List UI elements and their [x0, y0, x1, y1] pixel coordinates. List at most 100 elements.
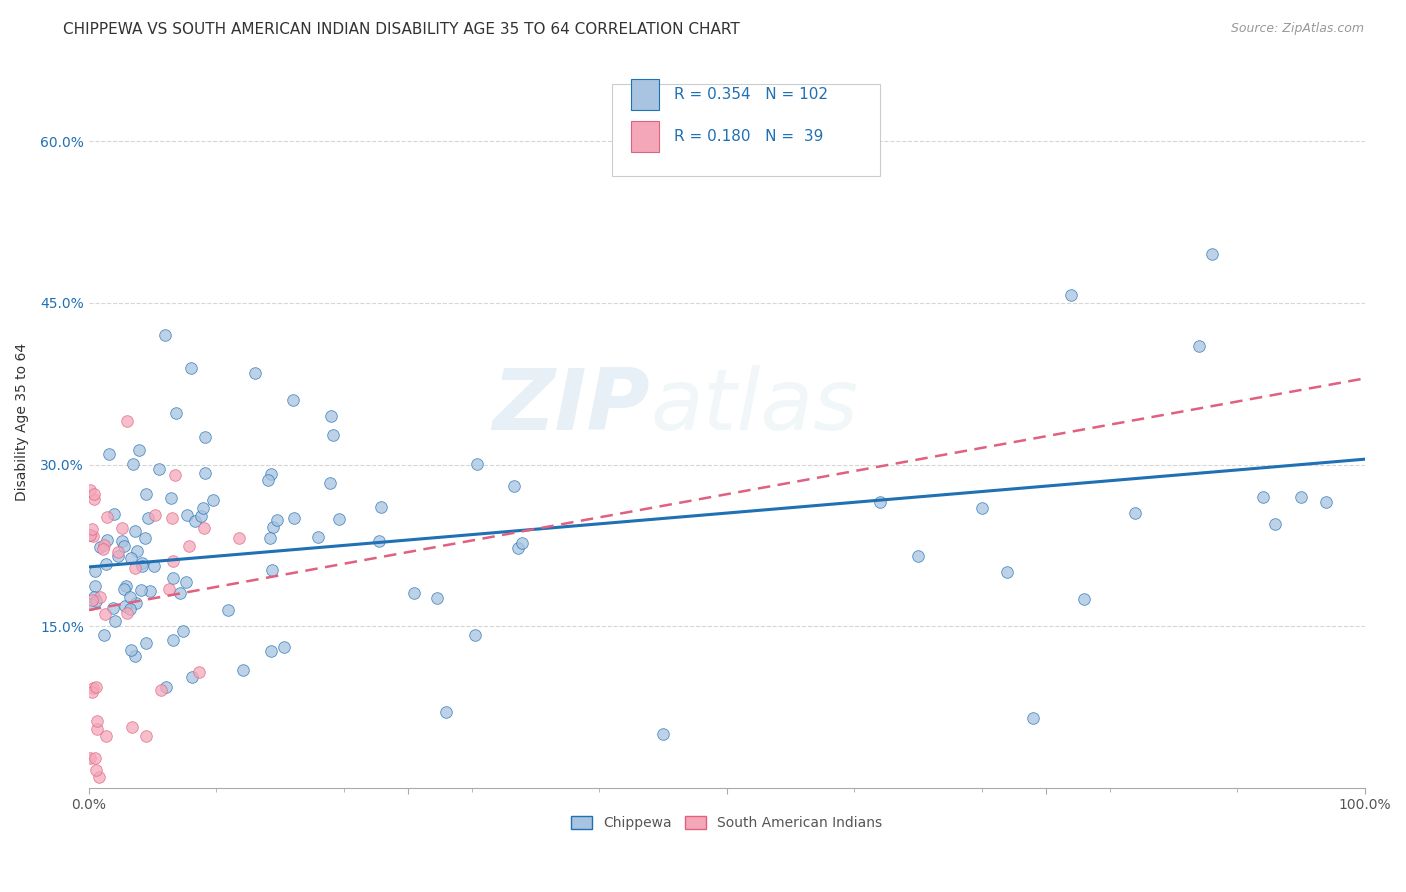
Point: [84, 750, 107, 764]
Point: [180, 360, 202, 375]
Point: [86, 714, 108, 729]
FancyBboxPatch shape: [612, 85, 880, 176]
Point: [125, 596, 148, 610]
Point: [148, 462, 170, 476]
Point: [136, 511, 159, 525]
Point: [94, 607, 117, 622]
Point: [232, 663, 254, 677]
Point: [97, 447, 120, 461]
Point: [93, 628, 115, 642]
Text: ZIP: ZIP: [492, 366, 650, 449]
Point: [96, 509, 118, 524]
Bar: [631, 121, 659, 152]
Point: [83, 487, 105, 501]
Point: [869, 495, 891, 509]
Point: [165, 467, 187, 482]
Point: [283, 511, 305, 525]
Point: [1201, 247, 1223, 261]
Point: [181, 670, 204, 684]
Point: [96, 557, 118, 571]
Point: [402, 585, 425, 599]
Point: [907, 549, 929, 564]
Point: [228, 531, 250, 545]
Point: [1022, 711, 1045, 725]
Point: [172, 624, 194, 639]
Point: [1123, 506, 1146, 520]
Y-axis label: Disability Age 35 to 64: Disability Age 35 to 64: [15, 343, 30, 500]
Point: [129, 583, 152, 598]
Point: [260, 644, 283, 658]
Point: [503, 479, 526, 493]
Legend: Chippewa, South American Indians: Chippewa, South American Indians: [565, 811, 889, 836]
Point: [124, 561, 146, 575]
Point: [467, 457, 489, 471]
Point: [217, 603, 239, 617]
Point: [202, 493, 225, 508]
Point: [89, 540, 111, 554]
Point: [191, 501, 214, 516]
Point: [262, 520, 284, 534]
Point: [155, 680, 177, 694]
Point: [103, 508, 125, 522]
Point: [86, 722, 108, 736]
Point: [319, 476, 342, 491]
Point: [281, 392, 304, 407]
Point: [91, 541, 114, 556]
Point: [426, 591, 449, 605]
Point: [259, 531, 281, 545]
Point: [970, 500, 993, 515]
Point: [96, 729, 118, 743]
Point: [162, 632, 184, 647]
Point: [256, 473, 278, 487]
Point: [307, 530, 329, 544]
Point: [118, 590, 141, 604]
Point: [510, 536, 533, 550]
Point: [84, 763, 107, 777]
Point: [169, 585, 191, 599]
Point: [80, 684, 103, 698]
Point: [79, 528, 101, 542]
Point: [135, 487, 157, 501]
Point: [155, 328, 177, 343]
Point: [1060, 288, 1083, 302]
Point: [174, 575, 197, 590]
Point: [83, 492, 105, 507]
Point: [508, 541, 530, 556]
Point: [273, 640, 295, 655]
Point: [84, 593, 107, 607]
Point: [131, 559, 153, 574]
Point: [124, 524, 146, 539]
Point: [118, 602, 141, 616]
Point: [114, 599, 136, 613]
Point: [157, 582, 180, 596]
Point: [162, 554, 184, 568]
Point: [93, 538, 115, 552]
Point: [1188, 339, 1211, 353]
Text: atlas: atlas: [650, 366, 858, 449]
Point: [243, 366, 266, 380]
Point: [434, 706, 457, 720]
Point: [1289, 490, 1312, 504]
Point: [266, 513, 288, 527]
Point: [142, 559, 165, 574]
Point: [177, 540, 200, 554]
Point: [193, 521, 215, 535]
Point: [138, 584, 160, 599]
Point: [115, 415, 138, 429]
Point: [194, 467, 217, 481]
Point: [997, 566, 1019, 580]
Point: [79, 750, 101, 764]
Point: [124, 649, 146, 664]
Point: [82, 522, 104, 536]
Point: [128, 442, 150, 457]
Point: [184, 515, 207, 529]
Point: [104, 614, 127, 628]
Point: [107, 545, 129, 559]
Point: [120, 642, 142, 657]
Point: [150, 683, 173, 698]
Point: [111, 533, 134, 548]
Point: [127, 544, 149, 558]
Point: [652, 727, 675, 741]
Point: [176, 508, 198, 523]
Point: [328, 512, 350, 526]
